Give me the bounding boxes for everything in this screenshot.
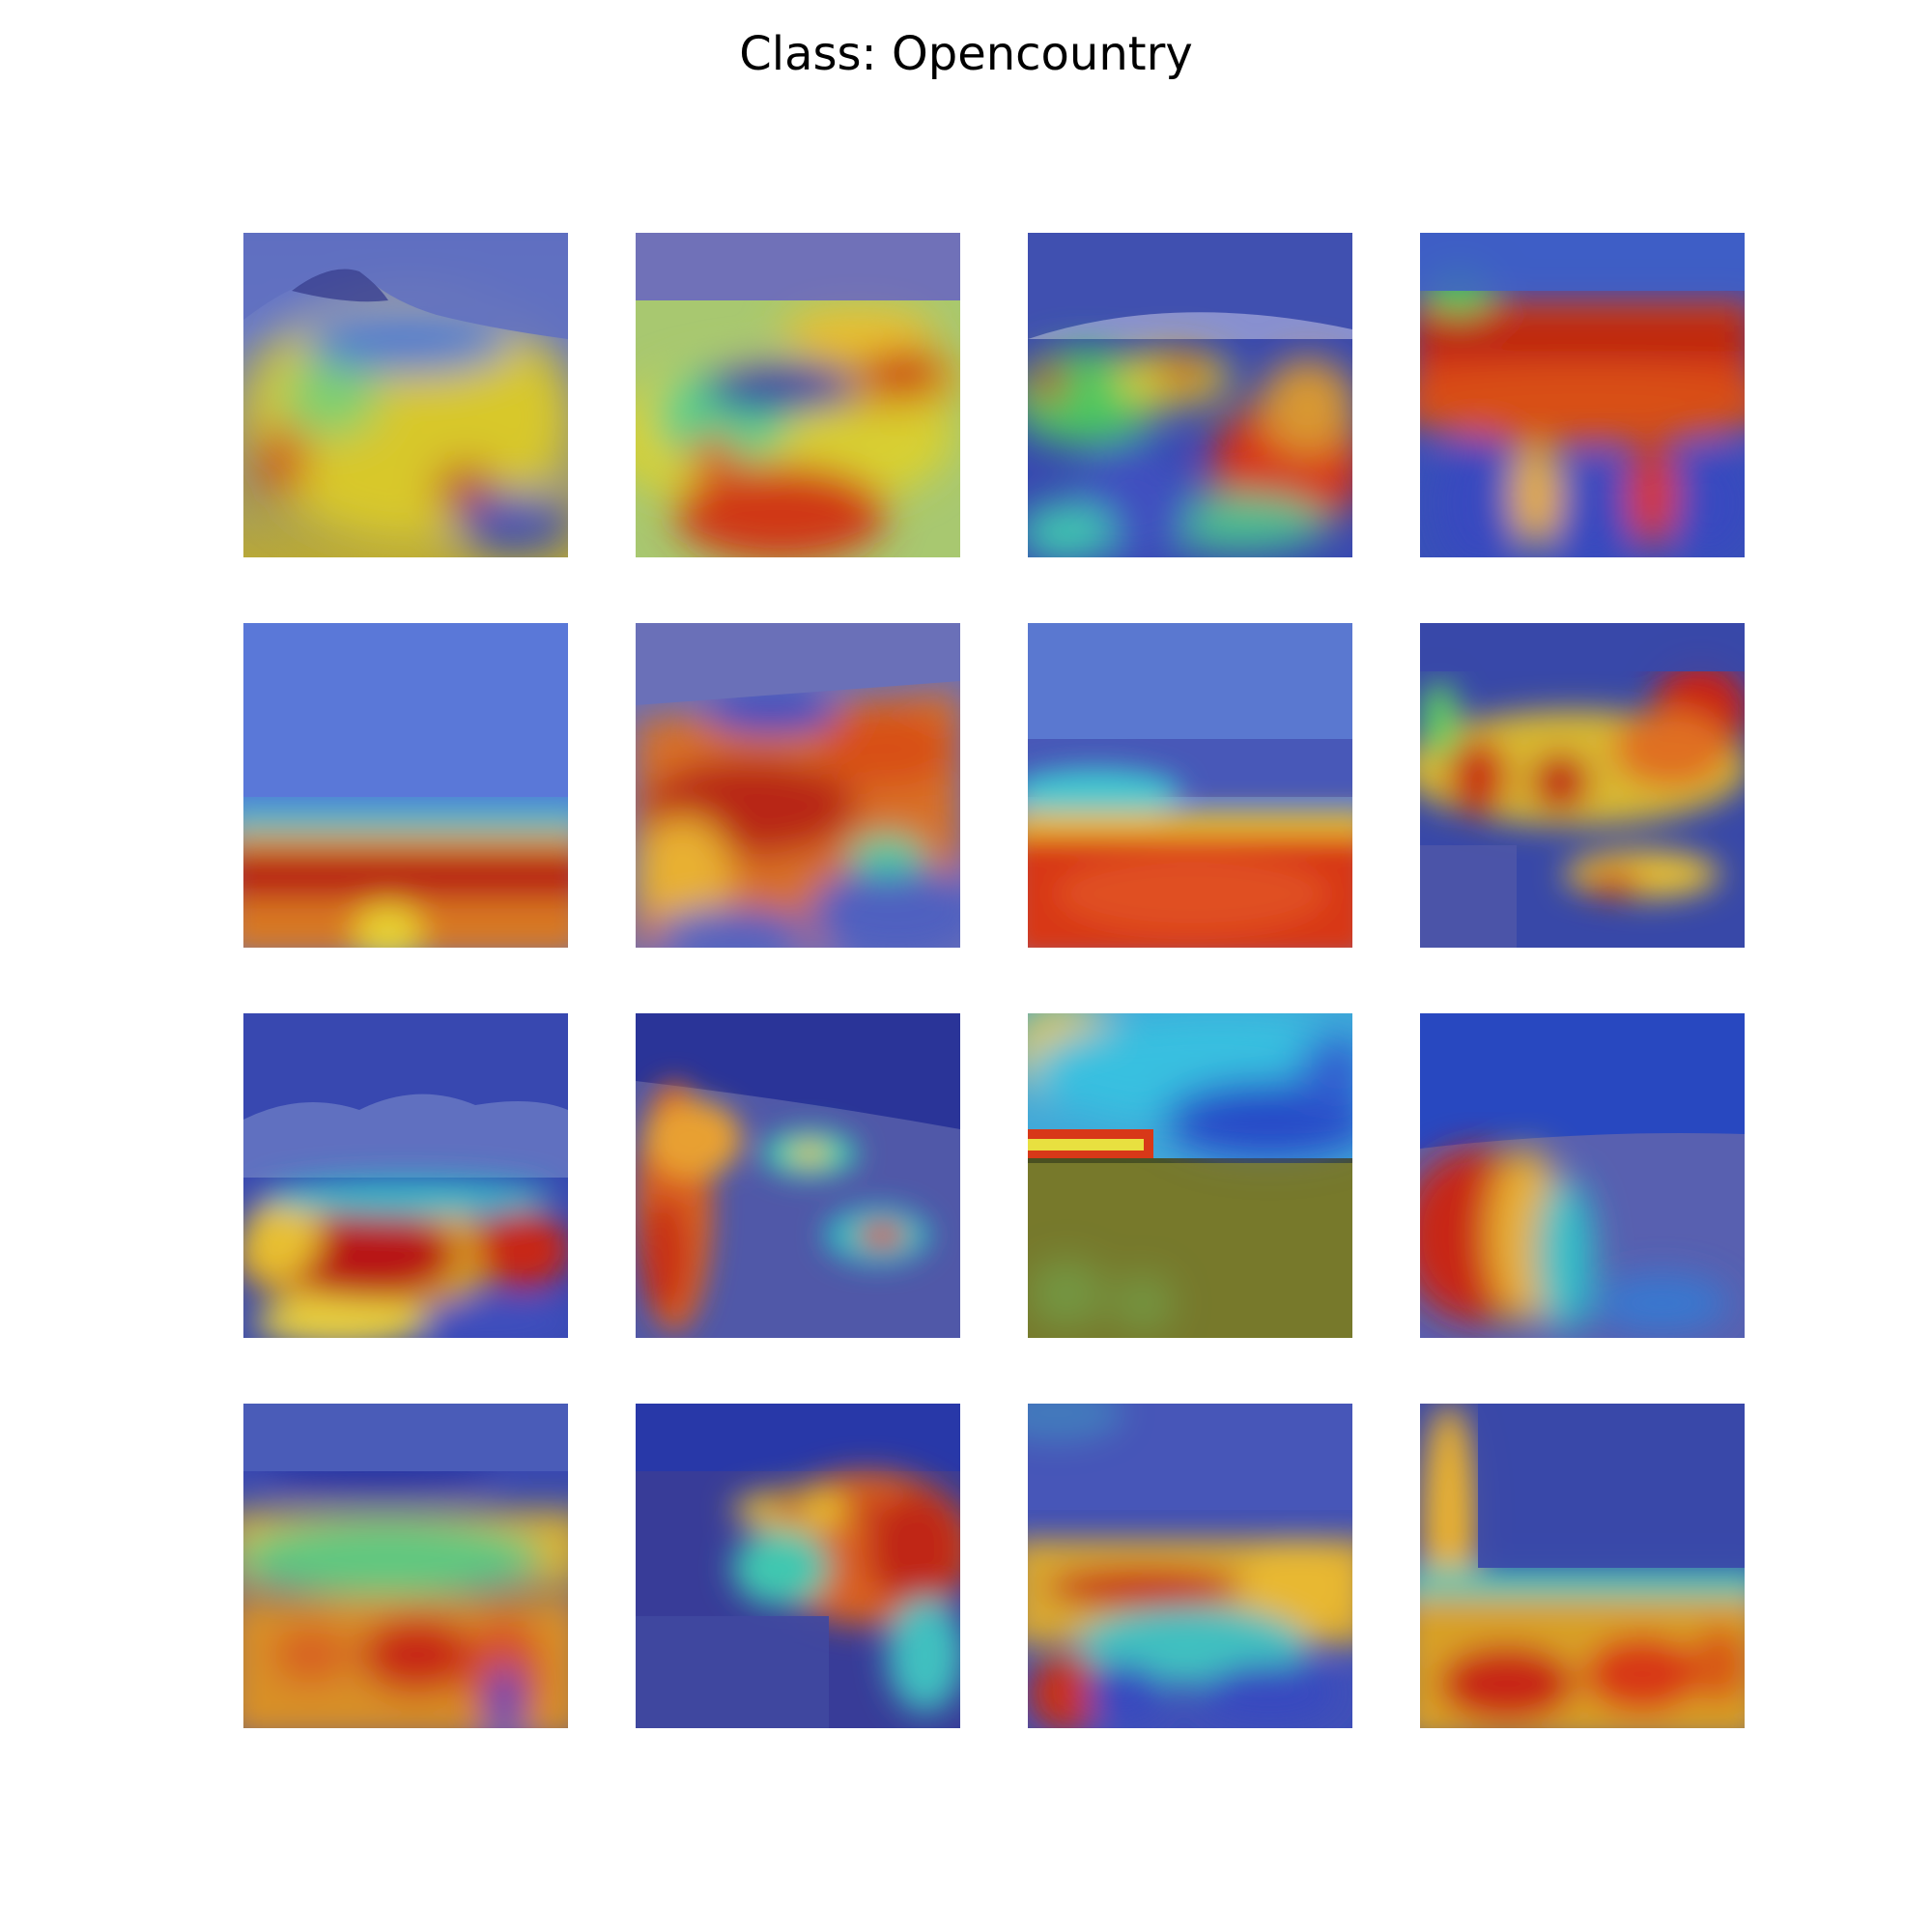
- heatmap-tile-r3c1: [243, 1013, 568, 1338]
- heatmap-tile-r4c3: [1028, 1404, 1352, 1728]
- heatmap-image: [636, 623, 960, 948]
- heatmap-image: [1028, 1404, 1352, 1728]
- heatmap-tile-r3c4: [1420, 1013, 1745, 1338]
- heatmap-image: [636, 233, 960, 557]
- heatmap-tile-r1c4: [1420, 233, 1745, 557]
- heatmap-tile-r2c4: [1420, 623, 1745, 948]
- heatmap-tile-r3c3: [1028, 1013, 1352, 1338]
- figure-title: Class: Opencountry: [739, 27, 1193, 81]
- heatmap-tile-r4c1: [243, 1404, 568, 1728]
- heatmap-image: [1420, 1013, 1745, 1338]
- heatmap-image: [243, 1013, 568, 1338]
- heatmap-image: [243, 233, 568, 557]
- heatmap-image: [1420, 623, 1745, 948]
- heatmap-tile-r4c4: [1420, 1404, 1745, 1728]
- heatmap-image: [243, 1404, 568, 1728]
- heatmap-image: [1420, 233, 1745, 557]
- heatmap-tile-r2c2: [636, 623, 960, 948]
- heatmap-image: [636, 1404, 960, 1728]
- heatmap-image: [1028, 1013, 1352, 1338]
- heatmap-image: [1028, 623, 1352, 948]
- heatmap-tile-r3c2: [636, 1013, 960, 1338]
- heatmap-tile-r2c1: [243, 623, 568, 948]
- heatmap-tile-r1c1: [243, 233, 568, 557]
- heatmap-image: [1420, 1404, 1745, 1728]
- heatmap-tile-r4c2: [636, 1404, 960, 1728]
- heatmap-tile-r2c3: [1028, 623, 1352, 948]
- heatmap-tile-r1c2: [636, 233, 960, 557]
- heatmap-tile-r1c3: [1028, 233, 1352, 557]
- heatmap-image: [636, 1013, 960, 1338]
- heatmap-image: [243, 623, 568, 948]
- heatmap-image: [1028, 233, 1352, 557]
